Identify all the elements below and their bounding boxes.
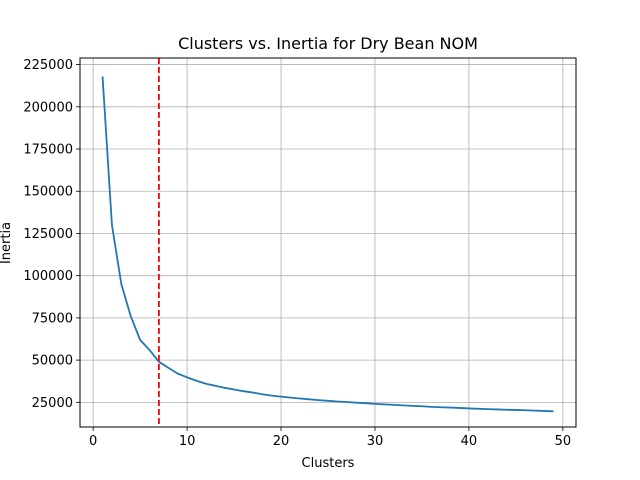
x-tick-label: 30 <box>367 434 384 449</box>
x-tick-label: 0 <box>89 434 97 449</box>
y-axis-label: Inertia <box>0 222 14 264</box>
grid-lines <box>80 58 576 427</box>
y-tick-label: 25000 <box>32 396 73 411</box>
y-tick-label: 225000 <box>23 58 73 73</box>
x-axis-ticks: 0 10 20 30 40 50 <box>89 427 571 449</box>
y-tick-label: 50000 <box>32 354 73 369</box>
plot-frame <box>79 57 577 428</box>
x-tick-label: 50 <box>555 434 572 449</box>
series-layer <box>101 76 554 413</box>
x-tick-label: 20 <box>273 434 290 449</box>
x-axis-label: Clusters <box>302 456 355 471</box>
y-tick-label: 75000 <box>32 311 73 326</box>
y-tick-label: 100000 <box>23 269 73 284</box>
y-tick-label: 125000 <box>23 227 73 242</box>
chart-title: Clusters vs. Inertia for Dry Bean NOM <box>178 34 478 53</box>
y-axis-ticks: 25000 50000 75000 100000 125000 150000 175000 2… <box>23 58 80 411</box>
x-tick-label: 10 <box>179 434 196 449</box>
y-tick-label: 150000 <box>23 185 73 200</box>
y-tick-label: 175000 <box>23 143 73 158</box>
x-tick-label: 40 <box>461 434 478 449</box>
y-tick-label: 200000 <box>23 100 73 115</box>
inertia-line <box>101 76 554 413</box>
